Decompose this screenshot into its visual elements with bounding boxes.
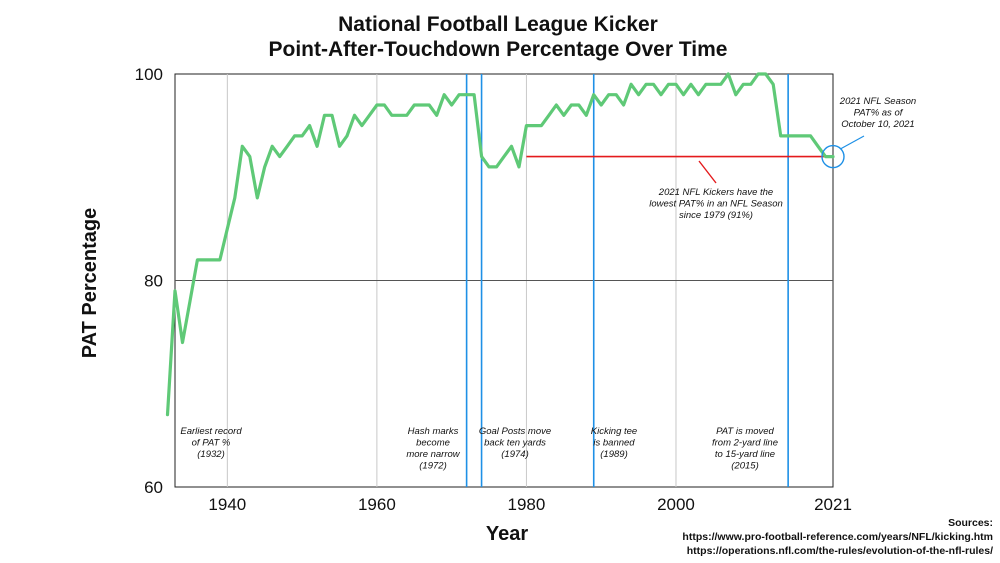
chart-title: National Football League Kicker Point-Af… bbox=[269, 13, 728, 61]
red-note: lowest PAT% in an NFL Season bbox=[649, 199, 783, 210]
gridlines bbox=[175, 74, 833, 487]
red-note-pointer bbox=[698, 160, 717, 184]
chart-title-line-2: Point-After-Touchdown Percentage Over Ti… bbox=[269, 38, 728, 61]
event-note-1972: (1972) bbox=[419, 461, 446, 472]
source-link[interactable]: https://www.pro-football-reference.com/y… bbox=[682, 531, 993, 543]
event-note-1989: is banned bbox=[593, 438, 635, 449]
event-note-1974: back ten yards bbox=[484, 438, 546, 449]
sources-heading: Sources: bbox=[948, 517, 993, 529]
event-note-2015: (2015) bbox=[731, 461, 758, 472]
y-tick-label: 100 bbox=[135, 65, 163, 84]
event-note-1974: Goal Posts move bbox=[479, 426, 551, 437]
axis-ticks: 60 80 100 1940 1960 1980 2000 2021 bbox=[135, 65, 852, 514]
series-group bbox=[165, 72, 835, 417]
event-note-2015: to 15-yard line bbox=[715, 449, 775, 460]
event-note-1989: (1989) bbox=[600, 449, 627, 460]
chart-title-line-1: National Football League Kicker bbox=[338, 13, 658, 36]
event-note-2015: PAT is moved bbox=[716, 426, 774, 437]
season-note: 2021 NFL Season bbox=[839, 96, 916, 107]
x-tick-label: 2021 bbox=[814, 495, 852, 514]
series-line bbox=[165, 72, 835, 417]
y-tick-label: 80 bbox=[144, 272, 163, 291]
x-axis-title: Year bbox=[486, 523, 528, 545]
season-highlight-circle bbox=[821, 144, 845, 169]
x-tick-label: 1960 bbox=[358, 495, 396, 514]
event-note-1989: Kicking tee bbox=[591, 426, 637, 437]
y-tick-label: 60 bbox=[144, 478, 163, 497]
event-note-1972: Hash marks bbox=[408, 426, 459, 437]
x-tick-label: 2000 bbox=[657, 495, 695, 514]
x-tick-label: 1940 bbox=[208, 495, 246, 514]
season-note-pointer bbox=[840, 135, 865, 150]
event-note-2015: from 2-yard line bbox=[712, 438, 778, 449]
source-link[interactable]: https://operations.nfl.com/the-rules/evo… bbox=[687, 545, 993, 557]
y-axis-title: PAT Percentage bbox=[79, 208, 101, 358]
red-note: 2021 NFL Kickers have the bbox=[658, 187, 773, 198]
event-lines bbox=[465, 74, 789, 487]
sources: Sources: https://www.pro-football-refere… bbox=[682, 517, 993, 557]
red-note: since 1979 (91%) bbox=[679, 210, 753, 221]
event-note-1972: become bbox=[416, 438, 450, 449]
first-record-note: Earliest record bbox=[180, 426, 242, 437]
first-record-note: (1932) bbox=[197, 449, 224, 460]
event-note-1972: more narrow bbox=[406, 449, 460, 460]
season-note: October 10, 2021 bbox=[841, 119, 914, 130]
first-record-note: of PAT % bbox=[192, 438, 231, 449]
x-tick-label: 1980 bbox=[508, 495, 546, 514]
event-note-1974: (1974) bbox=[501, 449, 528, 460]
season-note: PAT% as of bbox=[854, 108, 904, 119]
